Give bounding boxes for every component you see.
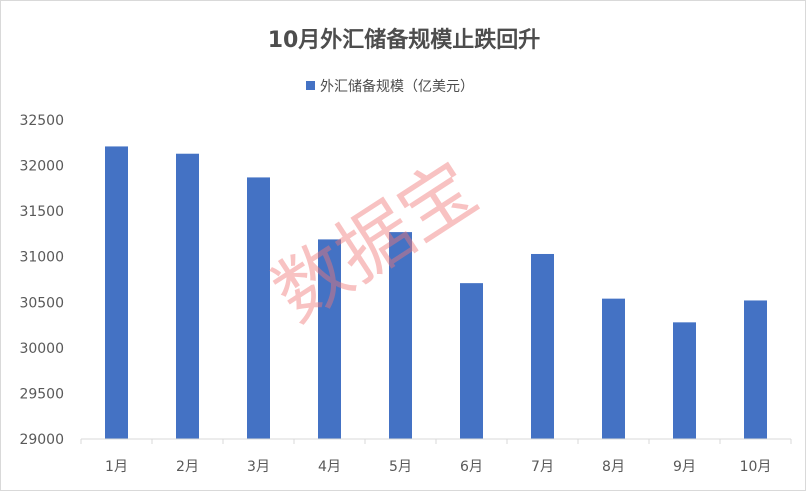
bar bbox=[744, 300, 767, 439]
y-tick-label: 30500 bbox=[19, 295, 64, 311]
bar bbox=[460, 283, 483, 439]
y-tick-label: 32000 bbox=[19, 159, 64, 175]
bar bbox=[105, 146, 128, 439]
legend-swatch bbox=[306, 81, 315, 90]
y-tick-label: 29500 bbox=[19, 386, 64, 402]
x-tick-label: 9月 bbox=[673, 459, 696, 475]
legend-label: 外汇储备规模（亿美元） bbox=[320, 78, 474, 95]
x-tick-label: 10月 bbox=[740, 459, 772, 475]
x-tick-label: 2月 bbox=[176, 459, 199, 475]
x-tick-label: 4月 bbox=[318, 459, 341, 475]
bar bbox=[602, 298, 625, 439]
x-tick-label: 3月 bbox=[247, 459, 270, 475]
bar bbox=[673, 322, 696, 439]
chart-title: 10月外汇储备规模止跌回升 bbox=[268, 27, 541, 53]
y-tick-label: 31500 bbox=[19, 204, 64, 220]
bar-series bbox=[105, 146, 767, 440]
y-tick-label: 31000 bbox=[19, 250, 64, 266]
x-tick-label: 1月 bbox=[105, 459, 128, 475]
watermark: 数据宝 bbox=[259, 146, 492, 339]
x-tick-label: 7月 bbox=[531, 459, 554, 475]
x-tick-label: 6月 bbox=[460, 459, 483, 475]
y-tick-label: 32500 bbox=[19, 113, 64, 129]
bar bbox=[531, 253, 554, 439]
x-tick-label: 8月 bbox=[602, 459, 625, 475]
y-tick-label: 29000 bbox=[19, 432, 64, 448]
legend: 外汇储备规模（亿美元） bbox=[306, 78, 474, 95]
y-tick-label: 30000 bbox=[19, 341, 64, 357]
bar bbox=[176, 153, 199, 440]
x-axis-ticks: 1月 2月 3月 4月 5月 6月 7月 8月 9月 10月 bbox=[80, 439, 792, 475]
bar bbox=[318, 239, 341, 439]
bar bbox=[247, 177, 270, 440]
x-tick-label: 5月 bbox=[389, 459, 412, 475]
y-axis-ticks: 29000 29500 30000 30500 31000 31500 32000 32500 bbox=[19, 113, 64, 448]
bar bbox=[389, 232, 412, 439]
